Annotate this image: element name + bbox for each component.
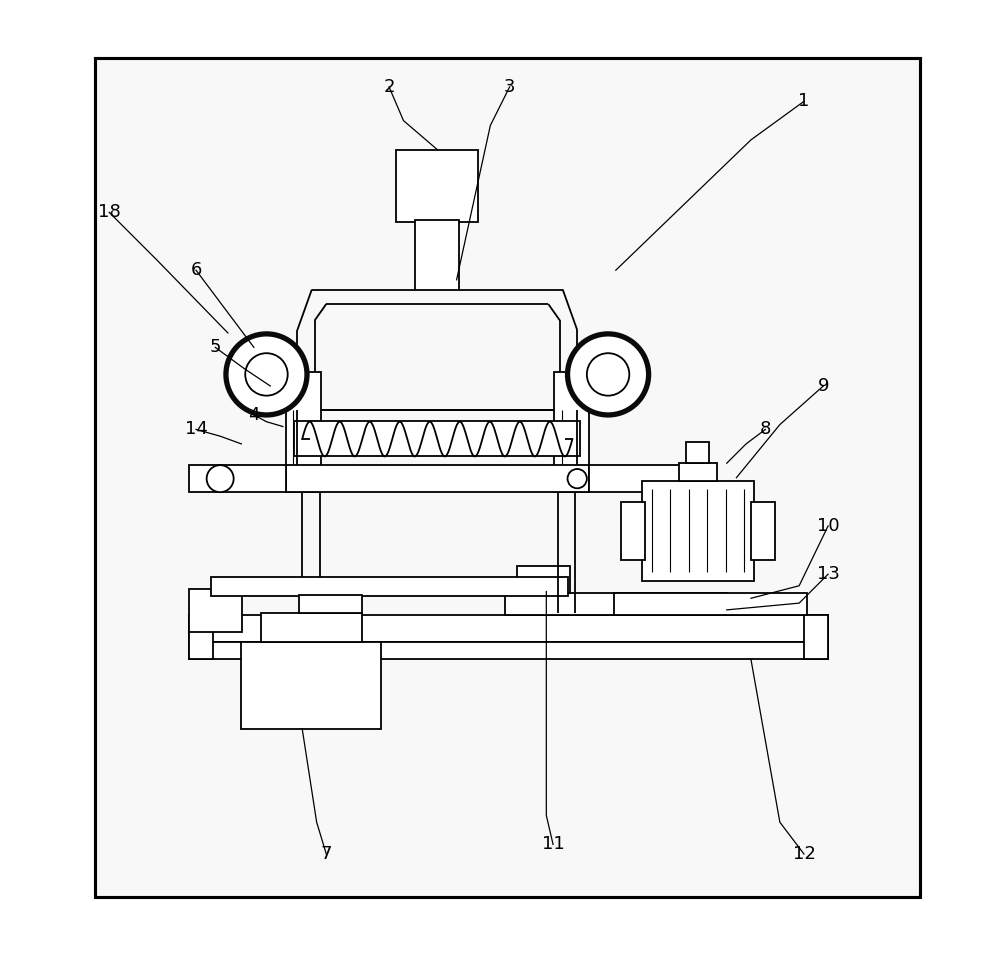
- Bar: [621, 502, 645, 560]
- Bar: [286, 372, 321, 492]
- Text: 5: 5: [210, 339, 221, 356]
- Circle shape: [568, 334, 649, 415]
- Bar: [210, 577, 568, 596]
- Bar: [95, 58, 920, 897]
- Text: 18: 18: [98, 204, 121, 221]
- Bar: [189, 615, 828, 642]
- Bar: [189, 642, 828, 659]
- Bar: [261, 613, 362, 642]
- Bar: [804, 615, 828, 659]
- Bar: [642, 481, 754, 581]
- Circle shape: [226, 334, 307, 415]
- Bar: [554, 372, 589, 492]
- Text: 13: 13: [817, 565, 840, 583]
- Text: 12: 12: [793, 845, 815, 863]
- Text: 14: 14: [185, 421, 207, 438]
- Bar: [751, 502, 775, 560]
- Text: 9: 9: [818, 377, 829, 395]
- Bar: [686, 442, 709, 463]
- Text: 11: 11: [542, 836, 564, 853]
- Circle shape: [568, 469, 587, 488]
- Bar: [517, 566, 570, 593]
- Text: 6: 6: [190, 262, 202, 279]
- Bar: [189, 615, 213, 659]
- Bar: [505, 593, 727, 615]
- Bar: [614, 593, 807, 615]
- Text: 4: 4: [248, 406, 260, 424]
- Bar: [95, 58, 920, 897]
- Circle shape: [245, 353, 288, 396]
- Circle shape: [587, 353, 629, 396]
- Bar: [299, 595, 362, 613]
- Bar: [286, 465, 589, 492]
- Text: 2: 2: [383, 78, 395, 96]
- Bar: [294, 421, 580, 456]
- Text: 1: 1: [798, 93, 810, 110]
- Text: 7: 7: [321, 845, 332, 863]
- Text: 3: 3: [504, 78, 515, 96]
- Text: 10: 10: [817, 517, 839, 535]
- Bar: [589, 465, 680, 492]
- Bar: [189, 589, 242, 632]
- Bar: [679, 463, 717, 481]
- Bar: [241, 642, 381, 729]
- Bar: [415, 220, 459, 290]
- Text: 8: 8: [760, 421, 771, 438]
- Bar: [396, 150, 478, 222]
- Circle shape: [207, 465, 234, 492]
- Bar: [189, 465, 286, 492]
